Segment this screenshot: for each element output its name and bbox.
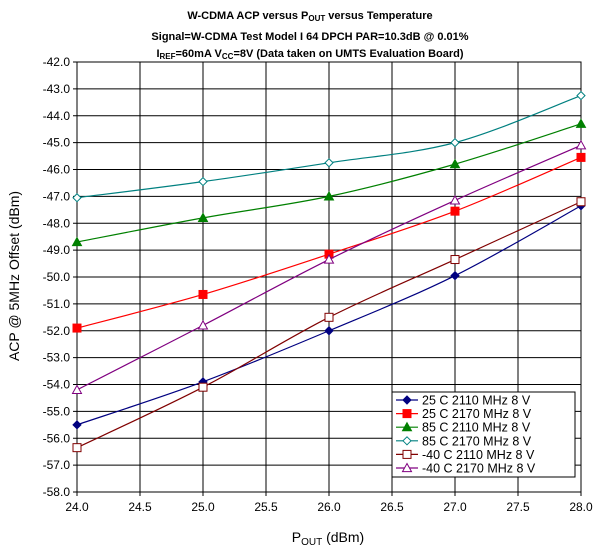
data-point: [450, 137, 460, 148]
data-point: [449, 158, 461, 169]
data-point: [324, 158, 334, 168]
x-tick-label: 27.5: [506, 500, 530, 514]
y-tick-label: -46.0: [43, 163, 71, 177]
y-tick-label: -57.0: [43, 458, 71, 472]
y-tick-label: -58.0: [43, 485, 71, 499]
x-tick-label: 26.0: [317, 500, 341, 514]
data-point: [450, 206, 460, 216]
x-axis-title: POUT (dBm): [292, 529, 364, 546]
y-axis-title: ACP @ 5MHz Offset (dBm): [6, 191, 22, 361]
legend: 25 C 2110 MHz 8 V25 C 2170 MHz 8 V85 C 2…: [391, 391, 576, 478]
y-tick-label: -44.0: [43, 109, 71, 123]
legend-item: -40 C 2110 MHz 8 V: [396, 448, 535, 462]
x-tick-label: 28.0: [569, 500, 593, 514]
legend-label: 25 C 2110 MHz 8 V: [422, 394, 531, 408]
data-point: [72, 193, 82, 203]
y-tick-label: -43.0: [43, 82, 71, 96]
legend-label: -40 C 2170 MHz 8 V: [422, 462, 536, 476]
legend-box: [391, 391, 576, 478]
y-tick-label: -47.0: [43, 189, 71, 203]
chart-title-line-2: Signal=W-CDMA Test Model I 64 DPCH PAR=1…: [151, 31, 468, 43]
axis-ticks: -42.0 -43.0 -44.0 -45.0 -46.0 -47.0 -48.0 -49.0…: [43, 55, 593, 514]
legend-item: 85 C 2170 MHz 8 V: [396, 434, 532, 448]
series-6: [71, 139, 587, 394]
x-tick-label: 25.0: [191, 500, 215, 514]
legend-item: 25 C 2110 MHz 8 V: [396, 394, 531, 408]
data-point: [198, 382, 208, 392]
y-tick-label: -50.0: [43, 270, 71, 284]
chart-title-line-3: IREF=60mA VCC=8V (Data taken on UMTS Eva…: [156, 48, 463, 61]
data-point: [450, 270, 460, 281]
series-3: [71, 118, 587, 247]
data-point: [72, 420, 82, 430]
data-point: [324, 326, 334, 336]
data-point: [324, 312, 334, 322]
data-point: [575, 139, 587, 150]
legend-marker: [402, 409, 412, 419]
data-point: [72, 323, 82, 333]
y-tick-label: -42.0: [43, 55, 71, 69]
legend-marker: [402, 436, 412, 446]
legend-label: 85 C 2170 MHz 8 V: [422, 434, 532, 448]
data-point: [71, 236, 83, 247]
legend-marker: [402, 395, 412, 405]
legend-label: 85 C 2110 MHz 8 V: [422, 421, 531, 435]
data-point: [72, 443, 82, 453]
y-tick-label: -55.0: [43, 404, 71, 418]
data-point: [450, 255, 460, 265]
y-tick-label: -56.0: [43, 431, 71, 445]
series-5: [72, 197, 586, 453]
data-point: [575, 118, 587, 128]
x-tick-label: 27.0: [443, 500, 467, 514]
y-tick-label: -53.0: [43, 351, 71, 365]
data-point: [71, 384, 83, 394]
legend-label: -40 C 2110 MHz 8 V: [422, 448, 535, 462]
legend-marker: [402, 449, 412, 459]
data-point: [198, 176, 208, 187]
x-tick-label: 25.5: [254, 500, 278, 514]
data-point: [323, 254, 335, 264]
y-tick-label: -51.0: [43, 297, 71, 311]
legend-label: 25 C 2170 MHz 8 V: [422, 407, 532, 421]
data-point: [197, 319, 209, 330]
y-tick-label: -45.0: [43, 136, 71, 150]
series-4: [72, 90, 586, 203]
data-point: [576, 197, 586, 207]
legend-item: 25 C 2170 MHz 8 V: [396, 407, 532, 421]
data-point: [576, 90, 586, 101]
x-tick-label: 24.0: [65, 500, 89, 514]
chart-title-line-1: W-CDMA ACP versus POUT versus Temperatur…: [187, 10, 432, 23]
data-point: [323, 190, 335, 201]
data-point: [198, 289, 208, 299]
x-tick-label: 26.5: [380, 500, 404, 514]
data-point: [576, 152, 586, 162]
y-tick-label: -48.0: [43, 216, 71, 230]
series-group: [71, 90, 587, 453]
y-tick-label: -54.0: [43, 378, 71, 392]
legend-marker: [401, 421, 413, 432]
data-point: [197, 212, 209, 222]
x-tick-label: 24.5: [128, 500, 152, 514]
y-tick-label: -52.0: [43, 324, 71, 338]
legend-item: 85 C 2110 MHz 8 V: [396, 421, 531, 435]
legend-item: -40 C 2170 MHz 8 V: [396, 462, 536, 476]
data-point: [449, 194, 461, 205]
y-tick-label: -49.0: [43, 243, 71, 257]
legend-marker: [401, 462, 413, 473]
